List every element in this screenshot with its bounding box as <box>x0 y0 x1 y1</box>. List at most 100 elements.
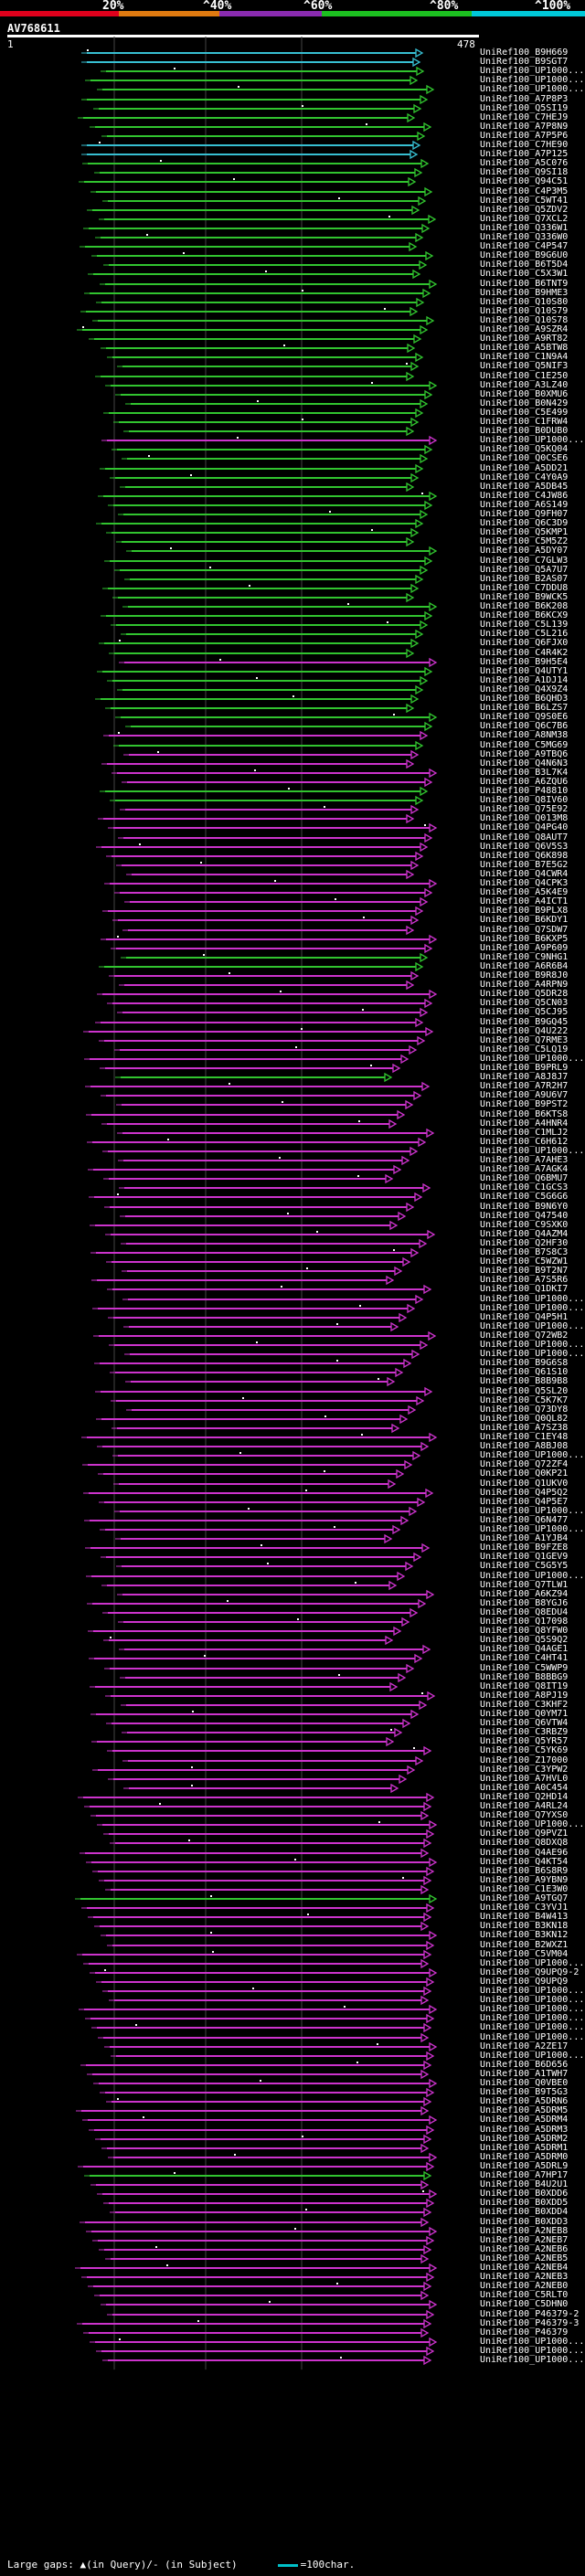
hit-link[interactable]: UniRef100_Q1GEV9 <box>480 1552 569 1562</box>
hit-link[interactable]: UniRef100_C4Y0A9 <box>480 472 569 482</box>
hit-link[interactable]: UniRef100_A9TBQ6 <box>480 749 569 759</box>
hit-link[interactable]: UniRef100_B6LZS7 <box>480 703 569 713</box>
hit-link[interactable]: UniRef100_Q8AUT7 <box>480 832 569 843</box>
hit-link[interactable]: UniRef100_A5DRM3 <box>480 2125 569 2135</box>
hit-link[interactable]: UniRef100_Q4KT54 <box>480 1857 569 1867</box>
hit-link[interactable]: UniRef100_Q5SI19 <box>480 103 569 113</box>
hit-link[interactable]: UniRef100_A7P8P3 <box>480 94 569 104</box>
hit-link[interactable]: UniRef100_Q4X9Z4 <box>480 684 569 694</box>
hit-link[interactable]: UniRef100_C1E3W0 <box>480 1884 569 1894</box>
hit-link[interactable]: UniRef100_B0XDD4 <box>480 2207 569 2217</box>
hit-link[interactable]: UniRef100_B0XMU6 <box>480 389 569 399</box>
hit-link[interactable]: UniRef100_B4U2U1 <box>480 2179 569 2189</box>
hit-link[interactable]: UniRef100_A8BJ08 <box>480 1441 569 1451</box>
hit-link[interactable]: UniRef100_C6H612 <box>480 1137 569 1147</box>
hit-link[interactable]: UniRef100_A5DRM1 <box>480 2143 569 2153</box>
hit-link[interactable]: UniRef100_UP1000... <box>480 1340 585 1350</box>
hit-link[interactable]: UniRef100_Q7XCL2 <box>480 214 569 224</box>
hit-link[interactable]: UniRef100_A5DRM4 <box>480 2115 569 2125</box>
hit-link[interactable]: UniRef100_Q94C51 <box>480 176 569 186</box>
hit-link[interactable]: UniRef100_UP1000... <box>480 1819 585 1829</box>
hit-link[interactable]: UniRef100_B0N429 <box>480 398 569 408</box>
hit-link[interactable]: UniRef100_UP1000... <box>480 2051 585 2061</box>
hit-link[interactable]: UniRef100_A5DRM5 <box>480 2105 569 2115</box>
hit-link[interactable]: UniRef100_UP1000... <box>480 1986 585 1996</box>
hit-link[interactable]: UniRef100_C1EY48 <box>480 1432 569 1442</box>
hit-link[interactable]: UniRef100_B3KN12 <box>480 1930 569 1940</box>
hit-link[interactable]: UniRef100_B3L7K4 <box>480 768 569 778</box>
hit-link[interactable]: UniRef100_C5WZW1 <box>480 1256 569 1267</box>
hit-link[interactable]: UniRef100_B9T5G3 <box>480 2087 569 2097</box>
hit-link[interactable]: UniRef100_B9H669 <box>480 48 569 58</box>
hit-link[interactable]: UniRef100_C1MLJ2 <box>480 1128 569 1138</box>
hit-link[interactable]: UniRef100_B9H5E4 <box>480 657 569 667</box>
hit-link[interactable]: UniRef100_Q9PVZ1 <box>480 1829 569 1839</box>
hit-link[interactable]: UniRef100_A7SZ38 <box>480 1423 569 1433</box>
hit-link[interactable]: UniRef100_UP1000... <box>480 2013 585 2023</box>
hit-link[interactable]: UniRef100_B9G6U0 <box>480 250 569 260</box>
hit-link[interactable]: UniRef100_Q47540 <box>480 1211 569 1221</box>
hit-link[interactable]: UniRef100_B4W413 <box>480 1912 569 1922</box>
hit-link[interactable]: UniRef100_A2NEB6 <box>480 2244 569 2254</box>
hit-link[interactable]: UniRef100_C7GLW3 <box>480 556 569 566</box>
hit-link[interactable]: UniRef100_Q6C3D9 <box>480 518 569 528</box>
hit-link[interactable]: UniRef100_Q4CWR4 <box>480 869 569 879</box>
hit-link[interactable]: UniRef100_Q10S78 <box>480 315 569 325</box>
hit-link[interactable]: UniRef100_C5WT41 <box>480 196 569 206</box>
hit-link[interactable]: UniRef100_C5L216 <box>480 629 569 639</box>
hit-link[interactable]: UniRef100_A7P5P6 <box>480 131 569 141</box>
hit-link[interactable]: UniRef100_Q75E92 <box>480 804 569 814</box>
hit-link[interactable]: UniRef100_A5DRN6 <box>480 2096 569 2106</box>
hit-link[interactable]: UniRef100_B2AS07 <box>480 574 569 584</box>
hit-link[interactable]: UniRef100_Q1DKI7 <box>480 1284 569 1294</box>
hit-link[interactable]: UniRef100_UP1000... <box>480 1571 585 1581</box>
hit-link[interactable]: UniRef100_P46379 <box>480 2327 569 2337</box>
hit-link[interactable]: UniRef100_A4ICT1 <box>480 896 569 906</box>
hit-link[interactable]: UniRef100_A5C076 <box>480 158 569 168</box>
hit-link[interactable]: UniRef100_Q4CPK3 <box>480 878 569 888</box>
hit-link[interactable]: UniRef100_A9TGQ7 <box>480 1893 569 1903</box>
hit-link[interactable]: UniRef100_C3RBZ9 <box>480 1727 569 1737</box>
hit-link[interactable]: UniRef100_Q336W1 <box>480 223 569 233</box>
hit-link[interactable]: UniRef100_Q5YR57 <box>480 1736 569 1746</box>
hit-link[interactable]: UniRef100_UP1000... <box>480 1146 585 1156</box>
hit-link[interactable]: UniRef100_Q013M8 <box>480 813 569 823</box>
hit-link[interactable]: UniRef100_B9T2N7 <box>480 1266 569 1276</box>
hit-link[interactable]: UniRef100_Q0VBE0 <box>480 2078 569 2088</box>
hit-link[interactable]: UniRef100_C5E499 <box>480 408 569 418</box>
hit-link[interactable]: UniRef100_Q4U222 <box>480 1026 569 1036</box>
hit-link[interactable]: UniRef100_C5RLT0 <box>480 2290 569 2300</box>
hit-link[interactable]: UniRef100_A3LZ40 <box>480 380 569 390</box>
hit-link[interactable]: UniRef100_C1N9A4 <box>480 352 569 362</box>
hit-link[interactable]: UniRef100_B9N6Y0 <box>480 1202 569 1212</box>
hit-link[interactable]: UniRef100_Q6V5S3 <box>480 842 569 852</box>
hit-link[interactable]: UniRef100_A9YBN9 <box>480 1875 569 1885</box>
hit-link[interactable]: UniRef100_UP1000... <box>480 66 585 76</box>
hit-link[interactable]: UniRef100_C1GCS3 <box>480 1182 569 1193</box>
hit-link[interactable]: UniRef100_Q10S80 <box>480 297 569 307</box>
hit-link[interactable]: UniRef100_B6KTS8 <box>480 1109 569 1119</box>
hit-link[interactable]: UniRef100_C9NHG1 <box>480 952 569 962</box>
hit-link[interactable]: UniRef100_B0XDD3 <box>480 2217 569 2227</box>
hit-link[interactable]: UniRef100_B7S8C3 <box>480 1247 569 1257</box>
hit-link[interactable]: UniRef100_C5DHN0 <box>480 2299 569 2309</box>
hit-link[interactable]: UniRef100_C5X3W1 <box>480 269 569 279</box>
hit-link[interactable]: UniRef100_C5LQ19 <box>480 1044 569 1055</box>
hit-link[interactable]: UniRef100_A0C454 <box>480 1783 569 1793</box>
hit-link[interactable]: UniRef100_A6S149 <box>480 500 569 510</box>
hit-link[interactable]: UniRef100_C5YK69 <box>480 1745 569 1755</box>
hit-link[interactable]: UniRef100_Q7TLW1 <box>480 1580 569 1590</box>
hit-link[interactable]: UniRef100_C3KHF2 <box>480 1700 569 1710</box>
hit-link[interactable]: UniRef100_C7HE90 <box>480 140 569 150</box>
hit-link[interactable]: UniRef100_A5DRL9 <box>480 2161 569 2171</box>
hit-link[interactable]: UniRef100_Q9UPQ9 <box>480 1977 569 1987</box>
hit-link[interactable]: UniRef100_B2WXZ1 <box>480 1940 569 1950</box>
hit-link[interactable]: UniRef100_Q73DY8 <box>480 1405 569 1415</box>
hit-link[interactable]: UniRef100_A9SZR4 <box>480 324 569 334</box>
hit-link[interactable]: UniRef100_B9PRL9 <box>480 1063 569 1073</box>
hit-link[interactable]: UniRef100_A1YJB4 <box>480 1533 569 1543</box>
hit-link[interactable]: UniRef100_A7R2H7 <box>480 1081 569 1091</box>
hit-link[interactable]: UniRef100_Q4P5Q2 <box>480 1488 569 1498</box>
hit-link[interactable]: UniRef100_B6KCX9 <box>480 610 569 620</box>
hit-link[interactable]: UniRef100_B9R8J0 <box>480 970 569 981</box>
